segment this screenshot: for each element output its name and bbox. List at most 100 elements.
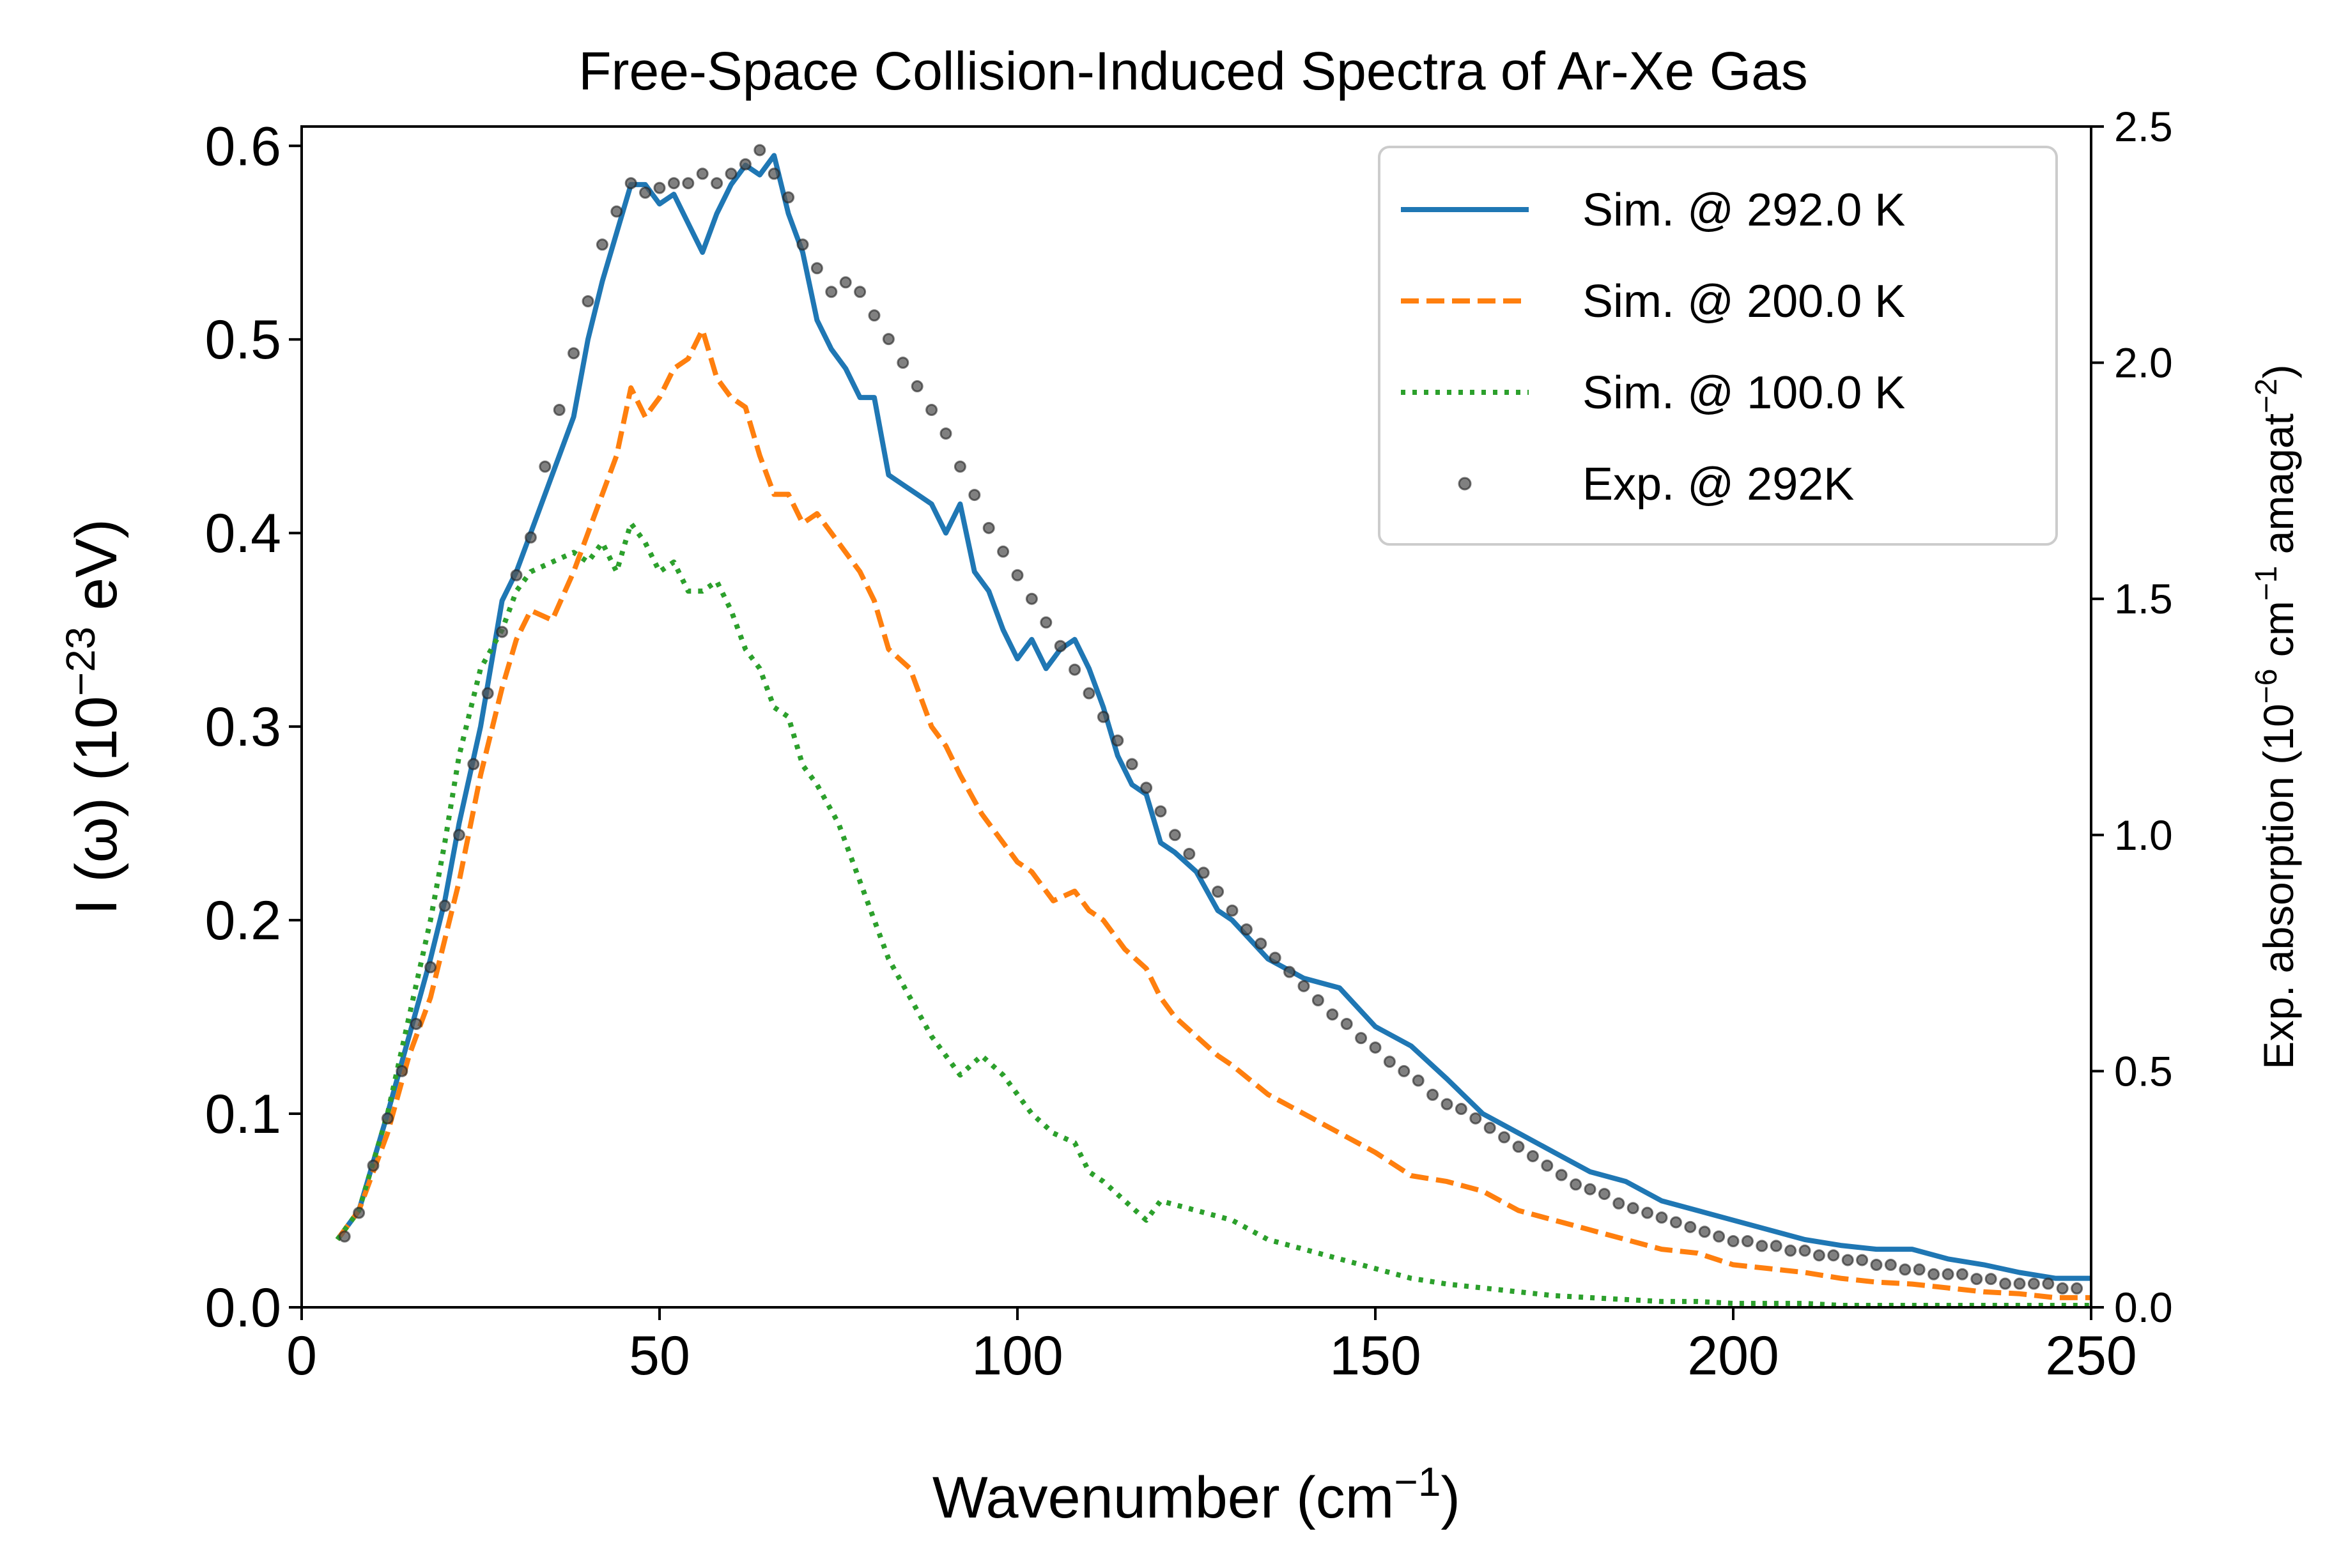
exp-data-point <box>1498 1131 1511 1144</box>
y2-tick-label: 0.5 <box>2114 1047 2173 1095</box>
exp-data-point <box>539 460 552 473</box>
exp-data-point <box>1526 1149 1539 1162</box>
exp-data-point <box>954 460 966 473</box>
y2-tick-label: 0.0 <box>2114 1284 2173 1331</box>
exp-data-point <box>1669 1216 1682 1229</box>
exp-data-point <box>582 295 594 308</box>
exp-data-point <box>1598 1188 1611 1201</box>
exp-data-point <box>624 177 637 190</box>
exp-data-point <box>1612 1197 1625 1210</box>
exp-data-point <box>1226 904 1239 917</box>
exp-data-point <box>438 900 451 912</box>
exp-data-point <box>1626 1202 1639 1215</box>
exp-data-point <box>1555 1169 1568 1181</box>
y2-tick-label: 2.5 <box>2114 103 2173 150</box>
exp-data-point <box>1584 1183 1596 1195</box>
exp-data-point <box>1441 1098 1453 1111</box>
x-tick-label: 200 <box>1687 1325 1779 1387</box>
series-line-1 <box>335 327 2091 1300</box>
exp-data-point <box>1340 1017 1353 1030</box>
exp-data-point <box>810 262 823 275</box>
exp-data-point <box>1684 1220 1697 1233</box>
exp-data-point <box>396 1065 408 1077</box>
exp-data-point <box>1455 1103 1467 1116</box>
y-axis-ticks: 0.0 0.1 0.2 0.3 0.4 0.5 0.6 <box>205 116 302 1339</box>
exp-data-point <box>1655 1211 1668 1224</box>
exp-data-point <box>338 1230 351 1243</box>
legend-label: Sim. @ 292.0 K <box>1582 185 1905 236</box>
exp-data-point <box>1798 1244 1811 1257</box>
legend-box <box>1378 146 2058 546</box>
series-exp-markers <box>338 144 2083 1295</box>
exp-data-point <box>1398 1065 1410 1077</box>
exp-data-point <box>1297 980 1310 992</box>
exp-data-point <box>696 167 709 180</box>
y2-axis-label: Exp. absorption (10−6 cm−1 amagat−2) <box>2250 364 2302 1069</box>
plot-frame <box>300 125 2092 1309</box>
exp-data-point <box>1570 1178 1582 1191</box>
x-tick-label: 0 <box>286 1325 317 1387</box>
y-tick-label: 0.1 <box>205 1084 281 1145</box>
y-tick-label: 0.0 <box>205 1277 281 1339</box>
exp-data-point <box>353 1206 366 1219</box>
y2-tick-label: 1.0 <box>2114 811 2173 859</box>
exp-data-point <box>1412 1074 1425 1087</box>
exp-data-point <box>639 186 652 199</box>
series-layer <box>335 144 2091 1308</box>
exp-data-point <box>782 191 795 204</box>
exp-data-point <box>452 829 465 842</box>
x-axis-label: Wavenumber (cm−1) <box>932 1459 1460 1530</box>
exp-data-point <box>1870 1258 1883 1271</box>
exp-data-point <box>1899 1263 1912 1276</box>
exp-data-point <box>1956 1268 1968 1280</box>
y-axis-label: I (ω) (10−23 eV) <box>58 519 129 915</box>
exp-data-point <box>2071 1282 2083 1295</box>
exp-data-point <box>1970 1273 1983 1286</box>
exp-data-point <box>1355 1032 1368 1045</box>
exp-data-point <box>1942 1268 1954 1280</box>
x-tick-label: 250 <box>2045 1325 2137 1387</box>
exp-data-point <box>711 177 723 190</box>
exp-data-point <box>839 276 852 289</box>
exp-data-point <box>1426 1088 1439 1101</box>
exp-data-point <box>968 489 981 502</box>
exp-data-point <box>1741 1235 1754 1248</box>
exp-data-point <box>1283 965 1296 978</box>
exp-data-point <box>1369 1041 1382 1054</box>
exp-data-point <box>424 961 437 974</box>
exp-data-point <box>1097 711 1109 723</box>
exp-data-point <box>739 158 752 171</box>
exp-data-point <box>925 404 938 417</box>
y2-axis-ticks: 0.0 0.5 1.0 1.5 2.0 2.5 <box>2091 103 2173 1331</box>
exp-data-point <box>1212 886 1225 898</box>
exp-data-point <box>496 626 509 638</box>
exp-data-point <box>982 521 995 534</box>
exp-data-point <box>524 531 537 544</box>
exp-data-point <box>1698 1226 1711 1238</box>
exp-data-point <box>1856 1254 1869 1266</box>
exp-data-point <box>1025 592 1038 605</box>
series-line-0 <box>335 153 2091 1281</box>
exp-data-point <box>1255 937 1267 950</box>
plot-area <box>300 125 2092 1309</box>
x-tick-label: 150 <box>1329 1325 1421 1387</box>
exp-data-point <box>2027 1277 2040 1290</box>
y-tick-label: 0.6 <box>205 116 281 177</box>
exp-data-point <box>1111 734 1124 747</box>
exp-data-point <box>1756 1240 1768 1252</box>
exp-data-point <box>2042 1277 2055 1290</box>
exp-data-point <box>610 205 623 218</box>
exp-data-point <box>854 286 867 298</box>
exp-data-point <box>1469 1112 1482 1125</box>
exp-data-point <box>1483 1121 1496 1134</box>
legend-label: Sim. @ 200.0 K <box>1582 276 1905 327</box>
exp-data-point <box>725 167 738 180</box>
exp-data-point <box>367 1159 380 1172</box>
exp-data-point <box>1999 1277 2012 1290</box>
exp-data-point <box>1040 616 1053 629</box>
exp-data-point <box>1784 1244 1797 1257</box>
exp-data-point <box>467 758 480 771</box>
exp-data-point <box>2013 1277 2026 1290</box>
exp-data-point <box>1827 1249 1840 1262</box>
